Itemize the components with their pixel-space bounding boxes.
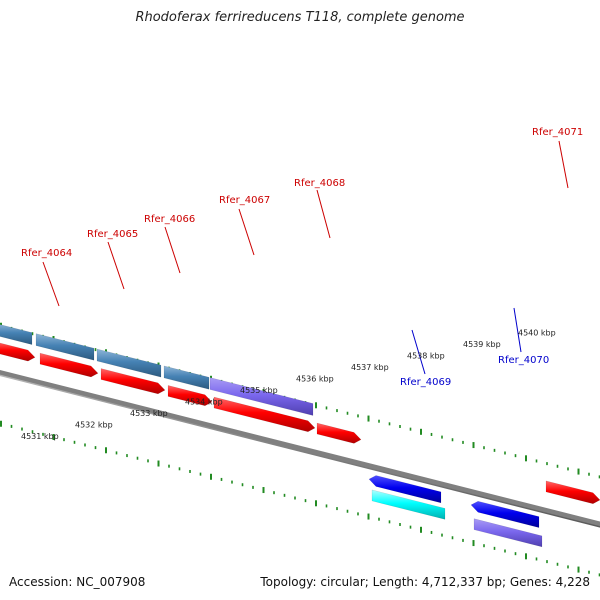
axis-tick-label: 4539 kbp — [463, 340, 501, 349]
gene-leader-line — [317, 190, 330, 238]
gene-label: Rfer_4071 — [532, 127, 583, 138]
forward-gene-arrow — [0, 342, 35, 361]
gene-label: Rfer_4069 — [400, 377, 451, 388]
gene-label: Rfer_4064 — [21, 248, 72, 259]
axis-tick-label: 4533 kbp — [130, 409, 168, 418]
axis-tick-label: 4536 kbp — [296, 375, 334, 384]
axis-tick-label: 4534 kbp — [185, 398, 223, 407]
axis-tick-label: 4535 kbp — [240, 386, 278, 395]
forward-gene-arrow — [317, 423, 361, 443]
genome-map: 4531 kbp 4532 kbp 4533 kbp 4534 kbp 4535 kbp… — [0, 0, 600, 600]
gene-leader-line — [165, 227, 180, 273]
axis-tick-label: 4531 kbp — [21, 432, 59, 441]
gene-label: Rfer_4070 — [498, 355, 549, 366]
gene-label: Rfer_4066 — [144, 214, 195, 225]
axis-tick-label: 4538 kbp — [407, 352, 445, 361]
gene-label: Rfer_4065 — [87, 229, 138, 240]
diagram-layer — [0, 371, 600, 526]
feature-bar — [0, 323, 32, 344]
axis-tick-label: 4532 kbp — [75, 421, 113, 430]
genome-backbone-line — [0, 371, 600, 525]
gene-leader-line — [108, 242, 124, 289]
gene-label: Rfer_4068 — [294, 178, 345, 189]
gene-leader-line — [559, 141, 568, 188]
gene-leader-line — [239, 209, 254, 255]
genome-summary-text: Topology: circular; Length: 4,712,337 bp… — [260, 575, 590, 589]
axis-tick-label: 4540 kbp — [518, 329, 556, 338]
forward-gene-arrow — [546, 481, 600, 504]
gene-label: Rfer_4067 — [219, 195, 270, 206]
axis-tick-label: 4537 kbp — [351, 363, 389, 372]
feature-bar — [164, 366, 209, 389]
accession-text: Accession: NC_007908 — [9, 575, 145, 589]
diagram-layer: 4531 kbp 4532 kbp 4533 kbp 4534 kbp 4535 kbp… — [21, 127, 583, 441]
gene-leader-line — [43, 262, 59, 306]
